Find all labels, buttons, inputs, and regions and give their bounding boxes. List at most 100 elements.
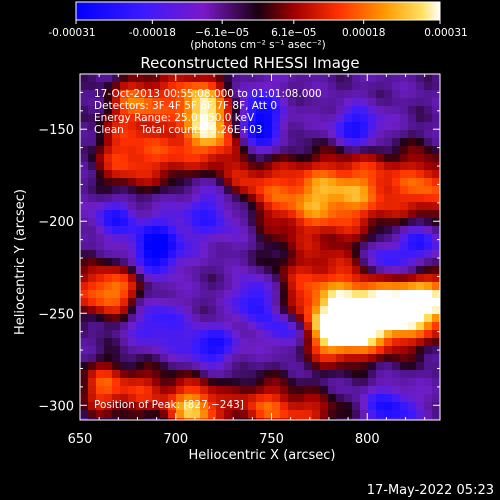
heatmap-cell [304, 354, 313, 363]
heatmap-cell [224, 210, 233, 219]
heatmap-cell [312, 210, 321, 219]
heatmap-cell [432, 90, 440, 99]
heatmap-cell [320, 330, 329, 339]
heatmap-cell [240, 346, 249, 355]
heatmap-cell [416, 386, 425, 395]
heatmap-cell [272, 290, 281, 299]
heatmap-cell [224, 186, 233, 195]
heatmap-cell [184, 138, 193, 147]
heatmap-cell [400, 226, 409, 235]
heatmap-cell [112, 114, 121, 123]
heatmap-cell [192, 106, 201, 115]
heatmap-cell [280, 98, 289, 107]
heatmap-cell [312, 346, 321, 355]
heatmap-cell [416, 122, 425, 131]
heatmap-cell [200, 226, 209, 235]
heatmap-cell [80, 402, 89, 411]
heatmap-cell [320, 266, 329, 275]
heatmap-cell [320, 298, 329, 307]
heatmap-cell [320, 290, 329, 299]
heatmap-cell [280, 90, 289, 99]
heatmap-cell [280, 378, 289, 387]
heatmap-cell [296, 202, 305, 211]
heatmap-cell [216, 266, 225, 275]
heatmap-cell [384, 82, 393, 91]
heatmap-cell [200, 354, 209, 363]
heatmap-cell [312, 162, 321, 171]
heatmap-cell [328, 154, 337, 163]
heatmap-cell [328, 234, 337, 243]
heatmap-cell [192, 370, 201, 379]
heatmap-cell [136, 306, 145, 315]
heatmap-cell [424, 418, 433, 420]
heatmap-cell [424, 386, 433, 395]
heatmap-cell [88, 106, 97, 115]
heatmap-cell [248, 114, 257, 123]
heatmap-cell [216, 218, 225, 227]
heatmap-cell [280, 114, 289, 123]
heatmap-cell [240, 202, 249, 211]
heatmap-cell [184, 218, 193, 227]
heatmap-cell [88, 266, 97, 275]
heatmap-cell [160, 410, 169, 419]
heatmap-cell [352, 266, 361, 275]
heatmap-cell [192, 306, 201, 315]
heatmap-cell [352, 178, 361, 187]
heatmap-cell [128, 330, 137, 339]
heatmap-cell [192, 378, 201, 387]
heatmap-cell [432, 210, 440, 219]
heatmap-cell [376, 210, 385, 219]
heatmap-cell [296, 250, 305, 259]
heatmap-cell [368, 74, 377, 83]
heatmap-cell [376, 242, 385, 251]
heatmap-cell [272, 234, 281, 243]
heatmap-cell [304, 178, 313, 187]
heatmap-cell [256, 98, 265, 107]
heatmap-cell [144, 82, 153, 91]
heatmap-cell [240, 410, 249, 419]
heatmap-cell [208, 402, 217, 411]
heatmap-cell [104, 322, 113, 331]
heatmap-cell [200, 298, 209, 307]
heatmap-cell [280, 338, 289, 347]
heatmap-cell [160, 130, 169, 139]
heatmap-cell [408, 90, 417, 99]
heatmap-cell [272, 194, 281, 203]
heatmap-cell [328, 90, 337, 99]
heatmap-cell [232, 410, 241, 419]
heatmap-cell [216, 386, 225, 395]
heatmap-cell [368, 154, 377, 163]
heatmap-cell [88, 82, 97, 91]
heatmap-cell [312, 130, 321, 139]
heatmap-cell [256, 122, 265, 131]
heatmap-cell [200, 378, 209, 387]
heatmap-cell [408, 298, 417, 307]
heatmap-cell [216, 226, 225, 235]
heatmap-cell [408, 162, 417, 171]
heatmap-cell [232, 290, 241, 299]
heatmap-cell [328, 354, 337, 363]
heatmap-cell [184, 402, 193, 411]
heatmap-cell [400, 146, 409, 155]
heatmap-cell [280, 298, 289, 307]
heatmap-cell [208, 378, 217, 387]
heatmap-cell [224, 266, 233, 275]
heatmap-cell [200, 122, 209, 131]
heatmap-cell [408, 282, 417, 291]
heatmap-cell [256, 362, 265, 371]
heatmap-cell [392, 314, 401, 323]
heatmap-cell [416, 346, 425, 355]
heatmap-cell [400, 330, 409, 339]
heatmap-cell [128, 138, 137, 147]
heatmap-cell [352, 114, 361, 123]
heatmap-cell [296, 274, 305, 283]
heatmap-cell [80, 194, 89, 203]
heatmap-cell [208, 178, 217, 187]
heatmap-cell [136, 122, 145, 131]
heatmap-cell [344, 202, 353, 211]
heatmap-cell [320, 74, 329, 83]
heatmap-cell [336, 282, 345, 291]
heatmap-cell [384, 74, 393, 83]
heatmap-cell [408, 122, 417, 131]
heatmap-cell [144, 354, 153, 363]
